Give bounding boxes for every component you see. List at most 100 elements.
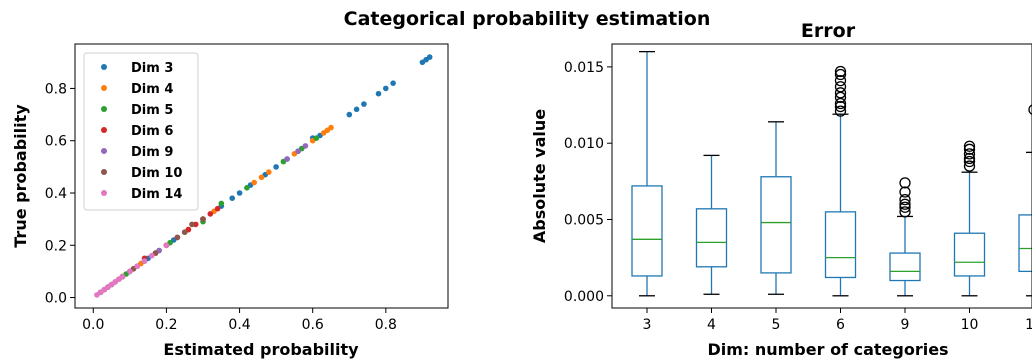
box-plot: Error 3 4 5 6 9 10 14 0.000 0.005 0.010 0.015 Dim… bbox=[530, 20, 1032, 359]
scatter-point bbox=[295, 148, 301, 154]
scatter-point bbox=[273, 164, 279, 170]
box-outlier bbox=[834, 68, 847, 81]
box-body bbox=[953, 232, 986, 277]
box-outlier bbox=[834, 91, 847, 104]
box-x-tick-label: 3 bbox=[643, 317, 652, 333]
box-outlier bbox=[963, 152, 976, 165]
scatter-point bbox=[390, 80, 396, 86]
scatter-x-tick-label: 0.0 bbox=[82, 317, 104, 333]
box-x-tick-label: 6 bbox=[836, 317, 845, 333]
box-elements bbox=[631, 50, 1032, 297]
scatter-point bbox=[383, 85, 389, 92]
box-outlier bbox=[834, 87, 847, 99]
box-outlier bbox=[834, 97, 847, 110]
box-y-tick-label: 0.010 bbox=[564, 136, 604, 152]
box-outlier bbox=[834, 74, 847, 87]
box-x-ticks: 3 4 5 6 9 10 14 bbox=[643, 308, 1032, 333]
box-body bbox=[1018, 214, 1032, 273]
box-outlier bbox=[963, 140, 976, 152]
box-outlier bbox=[899, 177, 911, 189]
scatter-point bbox=[258, 174, 265, 181]
scatter-point bbox=[174, 234, 181, 241]
box-outlier bbox=[834, 105, 847, 117]
scatter-x-ticks: 0.0 0.2 0.4 0.6 0.8 bbox=[82, 308, 397, 333]
legend-marker bbox=[101, 64, 107, 70]
legend-label: Dim 10 bbox=[131, 166, 182, 181]
box-outlier bbox=[834, 81, 847, 93]
scatter-point bbox=[141, 258, 148, 264]
box-body bbox=[695, 208, 728, 268]
scatter-points bbox=[94, 54, 433, 298]
scatter-point bbox=[127, 268, 133, 275]
box-x-tick-label: 10 bbox=[961, 317, 979, 333]
box-x-axis-label: Dim: number of categories bbox=[707, 340, 948, 359]
scatter-point bbox=[149, 252, 155, 259]
legend-label: Dim 4 bbox=[131, 82, 173, 97]
box-x-tick-label: 9 bbox=[901, 317, 910, 333]
scatter-point bbox=[218, 200, 225, 207]
scatter-point bbox=[244, 185, 250, 191]
box-outlier bbox=[899, 198, 911, 210]
legend-label: Dim 14 bbox=[131, 187, 182, 202]
box-x-tick-label: 14 bbox=[1025, 317, 1032, 333]
legend-label: Dim 6 bbox=[131, 124, 173, 139]
scatter-point bbox=[134, 263, 140, 270]
box-body bbox=[631, 185, 663, 277]
scatter-point bbox=[353, 106, 360, 113]
box-body bbox=[889, 252, 921, 282]
scatter-y-tick-label: 0.4 bbox=[45, 186, 67, 202]
scatter-x-tick-label: 0.8 bbox=[375, 317, 397, 333]
scatter-point bbox=[207, 211, 214, 217]
scatter-point bbox=[236, 190, 243, 196]
scatter-point bbox=[361, 101, 367, 107]
box-plot-title: Error bbox=[801, 20, 856, 42]
box-outlier bbox=[963, 160, 976, 172]
scatter-point bbox=[189, 221, 195, 228]
figure-suptitle: Categorical probability estimation bbox=[344, 8, 711, 30]
scatter-point bbox=[284, 156, 290, 162]
legend-frame bbox=[83, 52, 199, 211]
scatter-point bbox=[313, 135, 320, 141]
scatter-y-ticks: 0.0 0.2 0.4 0.6 0.8 bbox=[45, 81, 75, 307]
scatter-point bbox=[119, 273, 126, 280]
box-outlier bbox=[963, 148, 976, 160]
scatter-y-tick-label: 0.8 bbox=[45, 81, 67, 97]
legend-label: Dim 9 bbox=[131, 145, 173, 160]
legend-label: Dim 5 bbox=[131, 103, 173, 118]
box-body bbox=[760, 176, 792, 274]
scatter-point bbox=[328, 124, 334, 131]
box-x-tick-label: 4 bbox=[707, 317, 716, 333]
legend-marker bbox=[101, 190, 107, 196]
legend-label: Dim 3 bbox=[131, 61, 173, 76]
scatter-point bbox=[375, 90, 382, 97]
box-y-ticks: 0.000 0.005 0.010 0.015 bbox=[564, 60, 612, 305]
box-outlier bbox=[963, 155, 976, 168]
scatter-point bbox=[426, 54, 433, 60]
legend-marker bbox=[101, 127, 107, 133]
legend-marker bbox=[101, 106, 107, 112]
box-outlier bbox=[963, 143, 976, 155]
scatter-y-tick-label: 0.6 bbox=[45, 134, 67, 150]
box-y-axis-label: Absolute value bbox=[530, 109, 549, 243]
scatter-point bbox=[302, 143, 309, 149]
box-y-tick-label: 0.015 bbox=[564, 60, 604, 76]
box-outlier bbox=[899, 186, 911, 198]
box-body bbox=[824, 211, 857, 279]
scatter-point bbox=[266, 169, 272, 175]
scatter-point bbox=[181, 229, 188, 235]
box-y-tick-label: 0.000 bbox=[564, 289, 604, 305]
scatter-x-axis-label: Estimated probability bbox=[163, 340, 359, 359]
scatter-point bbox=[163, 242, 170, 249]
scatter-point bbox=[214, 205, 221, 212]
legend-marker bbox=[101, 148, 107, 154]
legend-marker bbox=[101, 169, 107, 175]
box-y-tick-label: 0.005 bbox=[564, 212, 604, 228]
box-outlier bbox=[899, 194, 911, 206]
scatter-plot: 0.0 0.2 0.4 0.6 0.8 0.0 0.2 0.4 0.6 0.8 Estimate… bbox=[11, 43, 449, 359]
scatter-point bbox=[229, 195, 235, 201]
box-outlier bbox=[834, 100, 847, 113]
scatter-point bbox=[251, 179, 257, 186]
box-plot-area bbox=[611, 43, 1032, 309]
